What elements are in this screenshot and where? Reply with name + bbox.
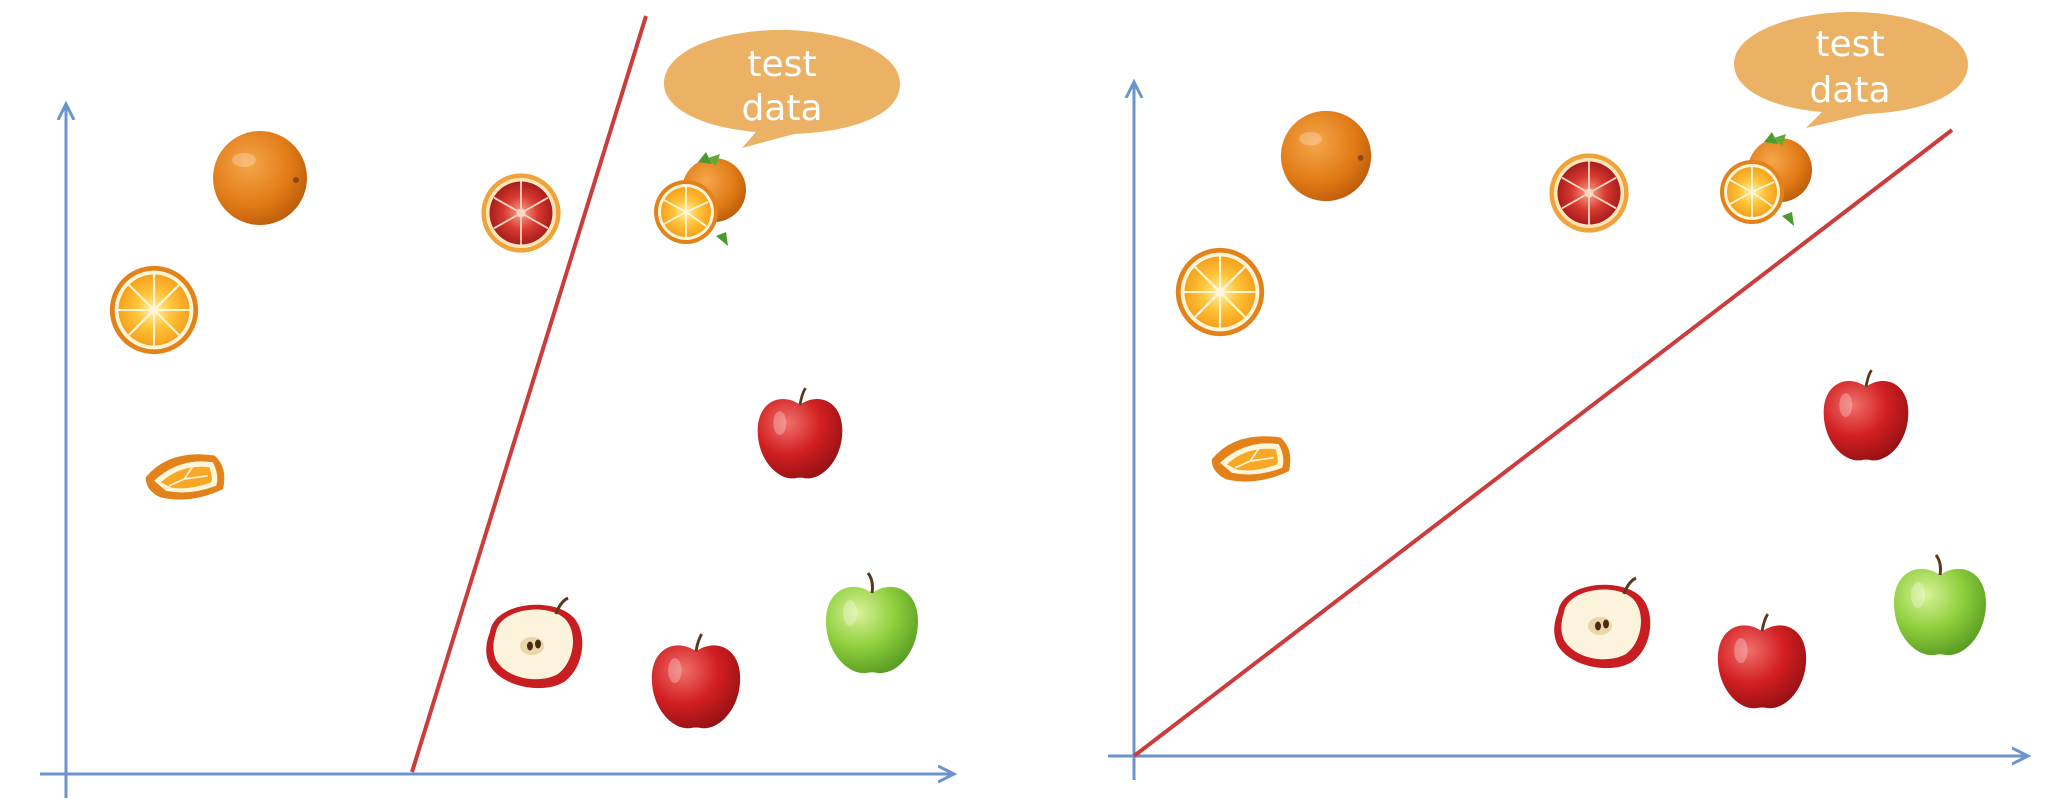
test-orange-icon [1719, 131, 1813, 227]
bubble-line-1: test [747, 44, 816, 85]
red-apple-icon [756, 386, 844, 480]
bubble-line-1: test [1815, 24, 1884, 65]
apple-half-icon [1552, 576, 1653, 670]
green-apple-icon [824, 571, 920, 675]
orange-half-icon [1174, 246, 1266, 338]
orange-icon [213, 131, 307, 225]
right-panel: test data [1108, 12, 2026, 780]
blood-orange-icon [1548, 152, 1630, 234]
orange-wedge-icon [144, 453, 226, 501]
speech-bubble [664, 30, 900, 148]
blood-orange-icon [480, 172, 562, 254]
right-test-data-bubble: test data [1734, 12, 1968, 128]
speech-bubble [1734, 12, 1968, 128]
orange-half-icon [108, 264, 200, 356]
left-decision-boundary [410, 15, 648, 773]
apple-half-icon [484, 596, 585, 690]
red-apple-icon [1716, 612, 1808, 710]
right-decision-boundary [1132, 128, 1954, 758]
left-panel: test data [40, 15, 952, 798]
orange-wedge-icon [1210, 435, 1292, 483]
bubble-line-2: data [1809, 70, 1890, 111]
red-apple-icon [650, 632, 742, 730]
green-apple-icon [1892, 553, 1988, 657]
bubble-line-2: data [741, 88, 822, 129]
left-test-data-bubble: test data [664, 30, 900, 148]
test-orange-icon [653, 151, 747, 247]
red-apple-icon [1822, 368, 1910, 462]
orange-icon [1280, 110, 1372, 202]
